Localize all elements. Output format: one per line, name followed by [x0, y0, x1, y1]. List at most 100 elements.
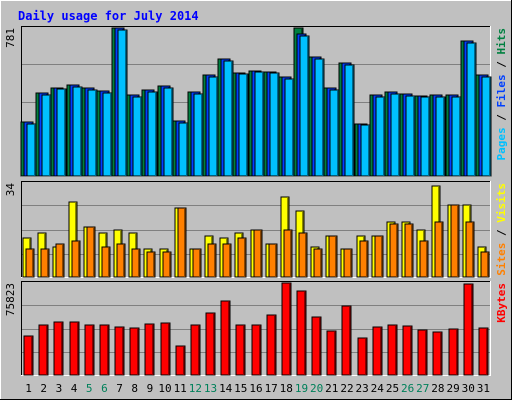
bar-pages-day-31 [481, 76, 492, 177]
bar-shade [290, 231, 292, 277]
panel-max-label: 75823 [4, 283, 17, 316]
bar-shade [304, 292, 306, 375]
x-axis-day-labels: 1 2 3 4 5 6 7 8 9 10 11 12 13 14 15 16 17 18 19 20 21 22 23 24 2… [25, 382, 490, 395]
bar-kbytes-day-18 [281, 282, 292, 376]
bar-shade [381, 237, 383, 277]
bar-sites-day-15 [237, 237, 247, 278]
bar-kbytes-day-19 [296, 290, 307, 376]
bar-sites-day-12 [192, 248, 202, 278]
bar-shade [262, 73, 264, 176]
x-tick-label-day-21: 21 [325, 382, 338, 395]
bar-kbytes-day-16 [251, 324, 262, 376]
x-tick-label-day-2: 2 [40, 382, 47, 395]
bar-kbytes-day-6 [99, 324, 110, 376]
bar-shade [459, 98, 461, 176]
bar-pages-day-2 [41, 94, 52, 177]
bar-shade [49, 96, 51, 176]
bar-sites-day-10 [162, 251, 172, 278]
bar-shade [410, 327, 412, 375]
bar-shade [380, 328, 382, 375]
bar-shade [140, 98, 142, 176]
bar-shade [274, 316, 276, 375]
bar-shade [137, 329, 139, 375]
bar-shade [61, 323, 63, 375]
bar-shade [289, 284, 291, 375]
bar-shade [398, 95, 400, 176]
x-tick-label-day-16: 16 [249, 382, 262, 395]
bar-shade [186, 124, 188, 176]
bar-shade [474, 44, 476, 176]
bar-shade [320, 250, 322, 277]
bar-sites-day-13 [207, 243, 217, 278]
legend-item: Visits [495, 183, 508, 223]
legend-item: / [495, 55, 508, 75]
bar-shade [246, 75, 248, 176]
bar-shade [153, 253, 155, 277]
bar-sites-day-16 [253, 229, 263, 278]
bar-shade [229, 245, 231, 277]
bar-kbytes-day-7 [114, 326, 125, 376]
bar-kbytes-day-23 [357, 337, 368, 376]
bar-shade [31, 337, 33, 375]
bar-shade [383, 98, 385, 176]
bar-shade [487, 253, 489, 277]
bar-shade [108, 248, 110, 277]
bar-shade [305, 234, 307, 277]
bar-shade [152, 325, 154, 375]
bar-shade [95, 91, 97, 176]
panel-hits-files-pages: 781 Pages / Files / Hits [4, 26, 508, 177]
bar-sites-day-24 [374, 235, 384, 278]
x-tick-label-day-5: 5 [86, 382, 93, 395]
x-tick-label-day-18: 18 [280, 382, 293, 395]
bar-shade [337, 91, 339, 176]
bar-shade [168, 324, 170, 375]
bar-shade [334, 332, 336, 375]
bar-pages-day-19 [299, 35, 310, 177]
x-tick-label-day-19: 19 [295, 382, 308, 395]
bar-shade [92, 326, 94, 375]
x-tick-label-day-31: 31 [477, 382, 490, 395]
x-tick-label-day-8: 8 [131, 382, 138, 395]
x-tick-label-day-20: 20 [310, 382, 323, 395]
bar-sites-day-2 [40, 248, 50, 278]
bar-kbytes-day-30 [463, 283, 474, 376]
x-tick-label-day-1: 1 [25, 382, 32, 395]
bar-shade [471, 285, 473, 375]
bar-shade [456, 330, 458, 375]
bar-kbytes-day-31 [478, 327, 489, 376]
x-tick-label-day-4: 4 [71, 382, 78, 395]
bar-shade [319, 318, 321, 375]
panel-legend: KBytes [495, 283, 508, 323]
bar-kbytes-day-26 [402, 325, 413, 376]
bar-sites-day-20 [313, 248, 323, 278]
bar-kbytes-day-29 [448, 328, 459, 376]
bar-shade [489, 78, 491, 176]
panel-max-label: 34 [4, 183, 17, 197]
bar-shade [292, 80, 294, 176]
bar-shade [441, 223, 443, 277]
bar-pages-day-29 [451, 96, 462, 177]
panel-legend: Sites / Visits [495, 183, 508, 276]
bar-shade [77, 323, 79, 375]
bar-sites-day-25 [389, 223, 399, 278]
chart-title: Daily usage for July 2014 [18, 9, 199, 23]
bar-pages-day-28 [435, 96, 446, 177]
bar-kbytes-day-17 [266, 314, 277, 376]
bar-shade [78, 242, 80, 277]
x-tick-label-day-29: 29 [446, 382, 459, 395]
x-tick-label-day-23: 23 [355, 382, 368, 395]
bar-sites-day-3 [55, 243, 65, 278]
bar-shade [440, 333, 442, 375]
bar-pages-day-20 [314, 58, 325, 177]
bar-shade [62, 245, 64, 277]
legend-item: Sites [495, 243, 508, 276]
bar-shade [486, 329, 488, 375]
bar-shade [213, 314, 215, 375]
legend-item: KBytes [495, 283, 508, 323]
bar-shade [214, 245, 216, 277]
x-tick-label-day-15: 15 [234, 382, 247, 395]
bar-shade [183, 347, 185, 375]
bar-sites-day-23 [359, 240, 369, 278]
bar-pages-day-17 [269, 72, 280, 177]
